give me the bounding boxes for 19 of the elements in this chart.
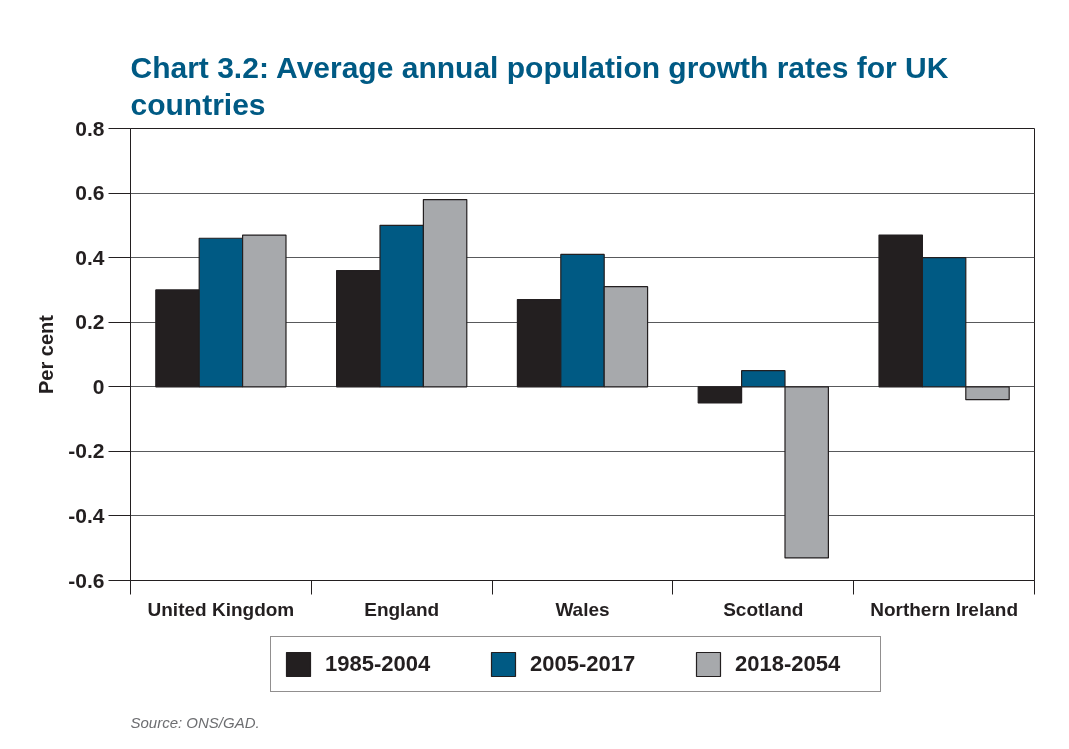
y-tick-label: -0.6 xyxy=(68,568,105,592)
legend-label: 2005-2017 xyxy=(530,651,637,677)
y-tick-label: 0.2 xyxy=(75,310,105,334)
source-note: Source: ONS/GAD. xyxy=(130,713,260,731)
legend-label: 1985-2004 xyxy=(325,651,432,677)
y-tick-label: 0 xyxy=(92,374,105,398)
x-tick-label: Northern Ireland xyxy=(870,598,1019,620)
x-tick-label: Wales xyxy=(555,598,610,620)
y-tick-label: 0.8 xyxy=(75,116,105,140)
y-axis-title: Per cent xyxy=(35,314,58,394)
chart-title: Chart 3.2: Average annual population growth rates for UK countries xyxy=(130,50,949,122)
y-tick-label: -0.2 xyxy=(68,439,105,463)
x-tick-label: Scotland xyxy=(723,598,804,620)
x-tick-label: United Kingdom xyxy=(147,598,295,620)
y-tick-label: 0.6 xyxy=(75,181,105,205)
x-tick-label: England xyxy=(364,598,440,620)
y-tick-label: 0.4 xyxy=(75,245,105,269)
legend-label: 2018-2054 xyxy=(735,651,842,677)
y-tick-label: -0.4 xyxy=(68,503,105,527)
